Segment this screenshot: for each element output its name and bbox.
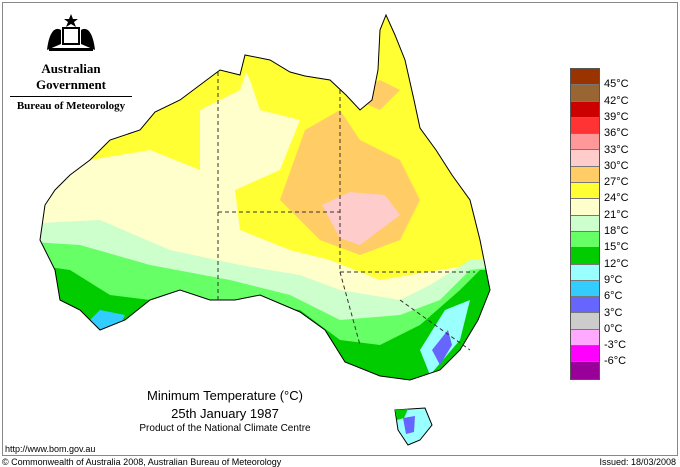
legend-label: 24°C bbox=[604, 192, 629, 205]
legend-label: -6°C bbox=[604, 355, 627, 368]
color-legend bbox=[570, 68, 600, 380]
bureau-name: Bureau of Meteorology bbox=[16, 100, 126, 112]
copyright-text: © Commonwealth of Australia 2008, Austra… bbox=[2, 457, 282, 467]
legend-swatch bbox=[571, 134, 599, 151]
coastline bbox=[39, 13, 491, 381]
legend-label: 15°C bbox=[604, 241, 629, 254]
legend-swatch bbox=[571, 248, 599, 265]
government-logo: Australian Government Bureau of Meteorol… bbox=[10, 12, 132, 112]
legend-label: 27°C bbox=[604, 176, 629, 189]
legend-swatch bbox=[571, 215, 599, 232]
coat-of-arms-icon bbox=[47, 14, 95, 51]
legend-swatch bbox=[571, 362, 599, 379]
legend-swatch bbox=[571, 231, 599, 249]
legend-label: 12°C bbox=[604, 257, 629, 270]
map-frame bbox=[2, 2, 678, 456]
legend-swatch bbox=[571, 199, 599, 216]
legend-label: 9°C bbox=[604, 273, 623, 286]
legend-swatch bbox=[571, 313, 599, 330]
legend-swatch bbox=[571, 264, 599, 281]
legend-label: 42°C bbox=[604, 94, 629, 107]
zone-30-33 bbox=[322, 192, 400, 245]
legend-swatch bbox=[571, 150, 599, 167]
government-name: Australian Government bbox=[10, 61, 132, 97]
legend-swatch bbox=[571, 85, 599, 102]
legend-swatch bbox=[571, 101, 599, 118]
legend-label: 0°C bbox=[604, 322, 623, 335]
map-title: Minimum Temperature (°C) bbox=[147, 388, 303, 403]
legend-label: 39°C bbox=[604, 110, 629, 123]
legend-label: 18°C bbox=[604, 225, 629, 237]
legend-label: 45°C bbox=[604, 78, 629, 91]
state-borders bbox=[217, 72, 475, 351]
legend-label: 21°C bbox=[604, 208, 629, 221]
issued-date: Issued: 18/03/2008 bbox=[599, 457, 676, 467]
legend-label: 33°C bbox=[604, 143, 629, 156]
legend-swatch bbox=[571, 329, 599, 347]
tasmania-nw-zone bbox=[395, 409, 408, 420]
legend-label: 30°C bbox=[604, 159, 629, 172]
legend-label: 6°C bbox=[604, 290, 623, 303]
legend-swatch bbox=[571, 280, 599, 298]
legend-swatch bbox=[571, 117, 599, 135]
legend-swatch bbox=[571, 69, 599, 86]
legend-swatch bbox=[571, 183, 599, 200]
legend-swatch bbox=[571, 166, 599, 184]
map-date: 25th January 1987 bbox=[171, 406, 279, 421]
zone-24-27-west bbox=[90, 60, 250, 170]
tasmania-cold-zone bbox=[403, 416, 415, 434]
legend-swatch bbox=[571, 297, 599, 314]
legend-swatch bbox=[571, 346, 599, 363]
legend-label: -3°C bbox=[604, 339, 627, 352]
zone-3-6-se bbox=[432, 330, 452, 365]
legend-label: 3°C bbox=[604, 306, 623, 319]
bom-website-link[interactable]: http://www.bom.gov.au bbox=[5, 444, 96, 454]
legend-label: 36°C bbox=[604, 127, 629, 140]
map-credit: Product of the National Climate Centre bbox=[139, 423, 311, 434]
